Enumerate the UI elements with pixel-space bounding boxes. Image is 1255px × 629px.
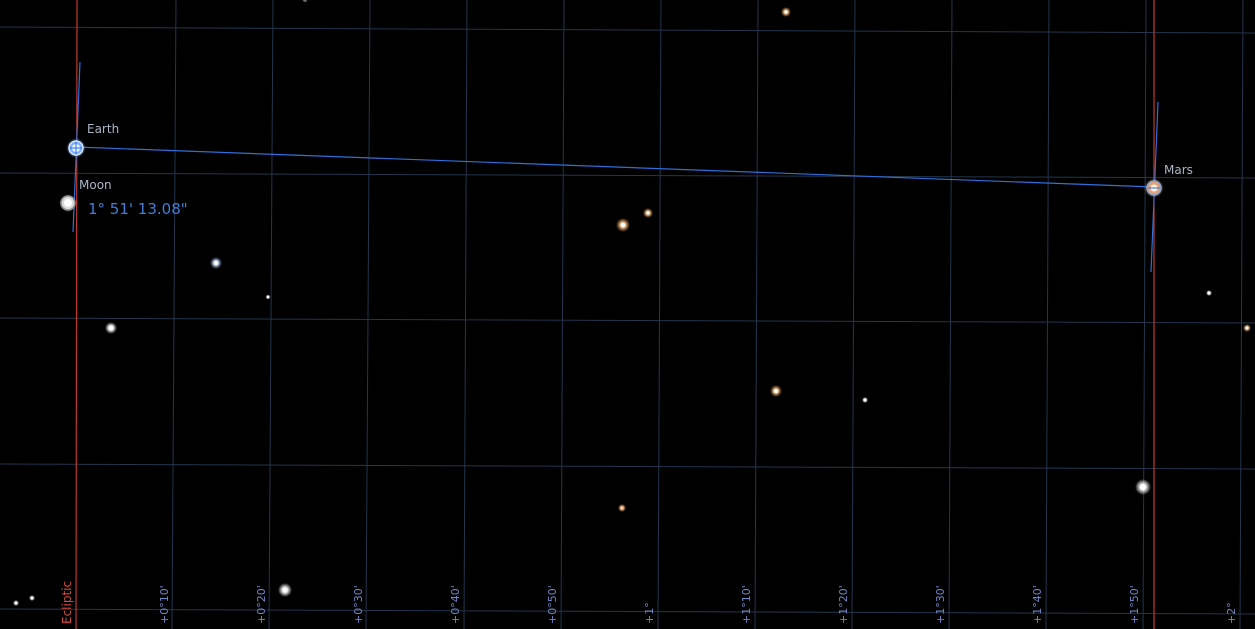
angular-distance-label: 1° 51' 13.08" <box>88 200 188 218</box>
grid-line-vertical <box>1239 0 1244 629</box>
star[interactable] <box>1207 291 1211 295</box>
grid-line-vertical <box>560 0 565 629</box>
grid-tick-label: +0°10' <box>158 585 171 624</box>
grid-tick-label: +0°40' <box>449 585 462 624</box>
mars-planet-icon[interactable] <box>1144 178 1164 198</box>
moon-label: Moon <box>79 178 112 192</box>
grid-line-vertical <box>463 0 468 629</box>
angle-measure-tool[interactable] <box>72 61 1159 273</box>
grid-line-vertical <box>268 0 274 629</box>
star[interactable] <box>30 596 34 600</box>
grid-tick-label: +2° <box>1225 602 1238 624</box>
mars-label: Mars <box>1164 163 1193 177</box>
star[interactable] <box>108 325 114 331</box>
grid-tick-label: +1°50' <box>1128 585 1141 624</box>
grid-tick-label: +1° <box>643 602 656 624</box>
grid-line-vertical <box>657 0 662 629</box>
moon-icon[interactable] <box>59 194 77 212</box>
ecliptic-line <box>75 0 78 629</box>
star[interactable] <box>774 389 778 393</box>
grid-line-horizontal <box>0 463 1255 470</box>
star[interactable] <box>213 260 219 266</box>
star[interactable] <box>646 211 650 215</box>
star[interactable] <box>863 398 867 402</box>
grid-line-vertical <box>365 0 371 629</box>
grid-tick-label: +1°10' <box>740 585 753 624</box>
star[interactable] <box>784 10 788 14</box>
grid-line-horizontal <box>0 608 1255 615</box>
grid-line-vertical <box>171 0 177 629</box>
star[interactable] <box>282 587 288 593</box>
star[interactable] <box>1245 326 1249 330</box>
star[interactable] <box>1140 484 1146 490</box>
grid-line-horizontal <box>0 172 1255 179</box>
grid-tick-label: +1°30' <box>934 585 947 624</box>
grid-line-horizontal <box>0 26 1255 34</box>
grid-line-vertical <box>851 0 856 629</box>
grid-line-vertical <box>1142 0 1147 629</box>
grid-tick-label: +1°40' <box>1031 585 1044 624</box>
grid-tick-label: +0°50' <box>546 585 559 624</box>
earth-planet-icon[interactable] <box>66 138 86 158</box>
grid-tick-label: +1°20' <box>837 585 850 624</box>
stars <box>13 0 1251 606</box>
ecliptic-label: Ecliptic <box>60 580 74 624</box>
star[interactable] <box>620 222 626 228</box>
earth-label: Earth <box>87 122 120 136</box>
star[interactable] <box>266 295 270 299</box>
star[interactable] <box>303 0 307 2</box>
measure-line <box>75 146 1155 188</box>
star[interactable] <box>14 601 18 605</box>
grid-line-horizontal <box>0 317 1255 324</box>
grid-tick-label: +0°20' <box>255 585 268 624</box>
star[interactable] <box>620 506 624 510</box>
grid-line-vertical <box>754 0 759 629</box>
grid-line-vertical <box>948 0 953 629</box>
grid-tick-label: +0°30' <box>352 585 365 624</box>
grid-line-vertical <box>1045 0 1050 629</box>
